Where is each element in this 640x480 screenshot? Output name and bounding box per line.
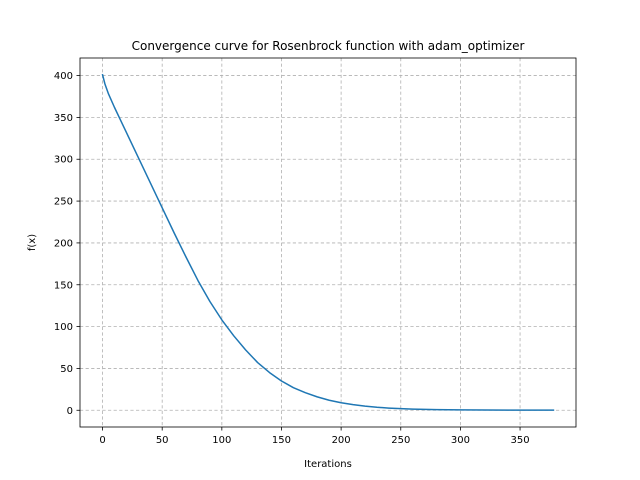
series-lines [101, 73, 555, 411]
plot-area-frame [79, 57, 577, 428]
y-tick-label: 50 [60, 364, 73, 375]
y-tick-label: 0 [67, 406, 73, 417]
x-tick-label: 350 [511, 435, 530, 446]
y-tick-label: 200 [54, 238, 73, 249]
x-tick-label: 150 [272, 435, 291, 446]
y-axis-ticks: 0 50 100 150 200 250 300 350 400 [54, 71, 80, 417]
y-axis-label: f(x) [27, 234, 38, 251]
x-tick-label: 300 [451, 435, 470, 446]
y-tick-label: 300 [54, 155, 73, 166]
y-tick-label: 400 [54, 71, 73, 82]
chart-title: Convergence curve for Rosenbrock functio… [132, 39, 525, 53]
y-tick-label: 350 [54, 113, 73, 124]
x-tick-label: 100 [212, 435, 231, 446]
series-line [101, 73, 555, 411]
x-axis-ticks: 0 50 100 150 200 250 300 350 [99, 427, 530, 446]
x-tick-label: 0 [99, 435, 105, 446]
x-tick-label: 250 [391, 435, 410, 446]
x-tick-label: 200 [332, 435, 351, 446]
grid [80, 58, 576, 427]
x-axis-label: Iterations [304, 459, 352, 470]
x-tick-label: 50 [156, 435, 169, 446]
y-tick-label: 100 [54, 322, 73, 333]
y-tick-label: 150 [54, 280, 73, 291]
y-tick-label: 250 [54, 197, 73, 208]
